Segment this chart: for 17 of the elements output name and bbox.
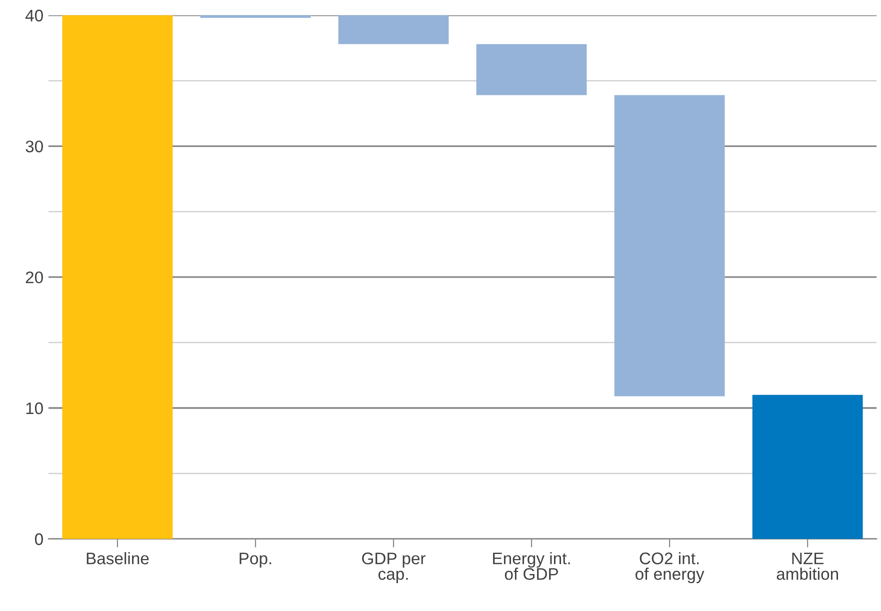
bar xyxy=(200,15,311,18)
y-tick-label: 10 xyxy=(26,402,43,414)
y-tick-label: 30 xyxy=(26,140,43,152)
bar xyxy=(62,15,173,539)
x-tick-label: NZE ambition xyxy=(776,552,838,580)
y-tick-label: 40 xyxy=(25,10,43,22)
x-tick-label: CO2 int. of energy xyxy=(636,552,704,584)
x-tick-label: Energy int. of GDP xyxy=(493,552,570,580)
bar xyxy=(476,44,587,96)
x-tick-label: GDP per cap. xyxy=(362,552,426,584)
y-tick-label: 0 xyxy=(34,533,43,546)
x-tick-label: Pop. xyxy=(240,552,272,568)
bar xyxy=(752,394,863,539)
bar xyxy=(614,95,725,396)
bar xyxy=(338,15,449,44)
x-tick-label: Baseline xyxy=(86,552,149,564)
y-tick-label: 20 xyxy=(26,271,43,284)
